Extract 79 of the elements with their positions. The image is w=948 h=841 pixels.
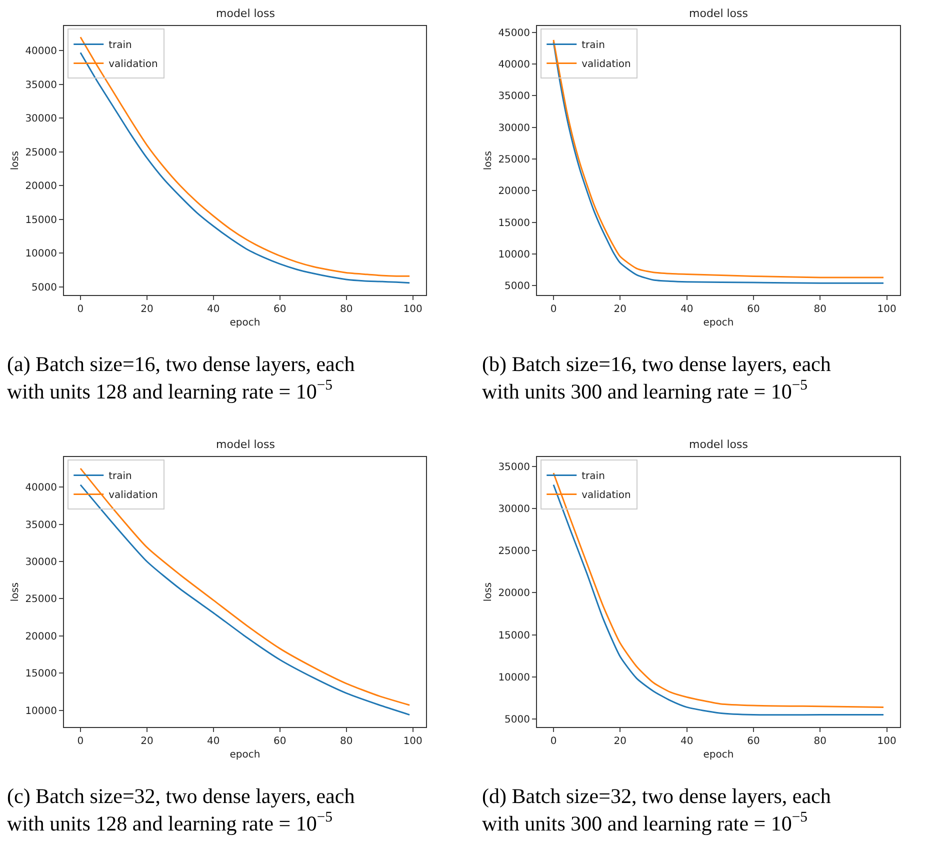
x-tick-label: 60 — [747, 304, 760, 315]
y-tick-label: 35000 — [25, 520, 57, 531]
legend-label: train — [108, 471, 132, 482]
y-tick-label: 20000 — [25, 181, 57, 192]
x-tick-label: 20 — [140, 304, 154, 315]
x-axis-title: epoch — [703, 750, 734, 760]
x-tick-label: 40 — [680, 736, 694, 747]
x-tick-label: 100 — [403, 304, 422, 315]
x-tick-label: 20 — [614, 304, 627, 315]
legend-label: train — [582, 471, 605, 482]
y-tick-label: 30000 — [25, 114, 57, 125]
y-axis-title: loss — [10, 150, 22, 170]
chart-title: model loss — [216, 7, 276, 20]
text: (b) Batch size=16, two dense layers, each with units 300 and learning rate = 10$^{−5}$ — [482, 352, 832, 404]
x-tick-label: 20 — [140, 736, 154, 747]
y-tick-label: 15000 — [498, 630, 530, 642]
y-tick-label: 45000 — [498, 28, 530, 39]
chart-title: model loss — [216, 438, 276, 451]
chart-title: model loss — [689, 438, 748, 451]
x-tick-label: 60 — [274, 736, 286, 747]
y-tick-label: 15000 — [25, 214, 57, 226]
x-tick-label: 40 — [207, 304, 220, 315]
x-axis-title: epoch — [230, 750, 260, 760]
y-tick-label: 20000 — [25, 631, 57, 642]
x-tick-label: 40 — [680, 304, 694, 315]
y-axis-title: loss — [483, 150, 494, 170]
y-tick-label: 20000 — [498, 588, 530, 600]
y-tick-label: 10000 — [25, 248, 57, 260]
y-tick-label: 5000 — [504, 281, 530, 292]
text: (c) Batch size=32, two dense layers, each with units 128 and learning rate = 10$^{−5}$ — [7, 784, 356, 836]
y-tick-label: 15000 — [498, 218, 530, 229]
x-tick-label: 100 — [877, 304, 896, 315]
y-axis-title: loss — [483, 582, 494, 602]
y-tick-label: 25000 — [25, 594, 57, 606]
y-tick-label: 10000 — [498, 250, 530, 261]
x-tick-label: 40 — [207, 736, 220, 747]
legend-label: validation — [582, 490, 631, 502]
y-tick-label: 30000 — [498, 504, 530, 515]
x-tick-label: 60 — [747, 736, 760, 747]
x-tick-label: 80 — [340, 736, 353, 747]
legend-label: validation — [582, 59, 631, 70]
x-tick-label: 80 — [814, 736, 827, 747]
text: (a) Batch size=16, two dense layers, each with units 128 and learning rate = 10$^{−5}$ — [7, 352, 356, 404]
x-tick-label: 20 — [614, 736, 627, 747]
x-tick-label: 100 — [403, 736, 422, 747]
x-axis-title: epoch — [230, 318, 260, 328]
x-tick-label: 100 — [877, 736, 896, 747]
x-tick-label: 0 — [77, 736, 84, 747]
legend-label: validation — [108, 490, 158, 502]
chart-title: model loss — [689, 7, 748, 20]
x-tick-label: 0 — [77, 304, 84, 315]
y-tick-label: 25000 — [498, 154, 530, 166]
y-tick-label: 10000 — [498, 672, 530, 684]
y-tick-label: 10000 — [25, 706, 57, 717]
text: (d) Batch size=32, two dense layers, each with units 300 and learning rate = 10$^{−5}$ — [482, 784, 832, 836]
y-tick-label: 30000 — [498, 122, 530, 134]
y-tick-label: 35000 — [498, 462, 530, 473]
x-tick-label: 0 — [550, 736, 557, 747]
y-tick-label: 40000 — [25, 482, 57, 494]
y-tick-label: 40000 — [498, 60, 530, 70]
y-tick-label: 15000 — [25, 668, 57, 680]
y-tick-label: 35000 — [25, 80, 57, 91]
x-tick-label: 80 — [340, 304, 353, 315]
legend-label: validation — [108, 59, 158, 70]
legend-label: train — [108, 40, 132, 52]
y-tick-label: 30000 — [25, 556, 57, 568]
y-tick-label: 25000 — [498, 546, 530, 558]
y-axis-title: loss — [10, 582, 22, 602]
y-tick-label: 20000 — [498, 186, 530, 198]
legend-label: train — [582, 40, 605, 52]
x-tick-label: 60 — [274, 304, 286, 315]
y-tick-label: 5000 — [504, 714, 530, 726]
y-tick-label: 35000 — [498, 91, 530, 102]
y-tick-label: 25000 — [25, 147, 57, 158]
y-tick-label: 40000 — [25, 46, 57, 58]
y-tick-label: 5000 — [32, 282, 57, 294]
x-tick-label: 0 — [550, 304, 557, 315]
x-axis-title: epoch — [703, 318, 734, 328]
x-tick-label: 80 — [814, 304, 827, 315]
